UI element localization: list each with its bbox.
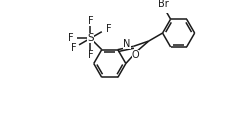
Text: F: F [71, 43, 76, 53]
Text: F: F [88, 50, 93, 60]
Text: N: N [124, 39, 131, 49]
Text: O: O [132, 50, 139, 60]
Text: F: F [68, 33, 73, 43]
Text: Br: Br [158, 0, 168, 9]
Text: F: F [88, 16, 93, 26]
Text: S: S [87, 33, 94, 43]
Text: F: F [106, 24, 112, 34]
